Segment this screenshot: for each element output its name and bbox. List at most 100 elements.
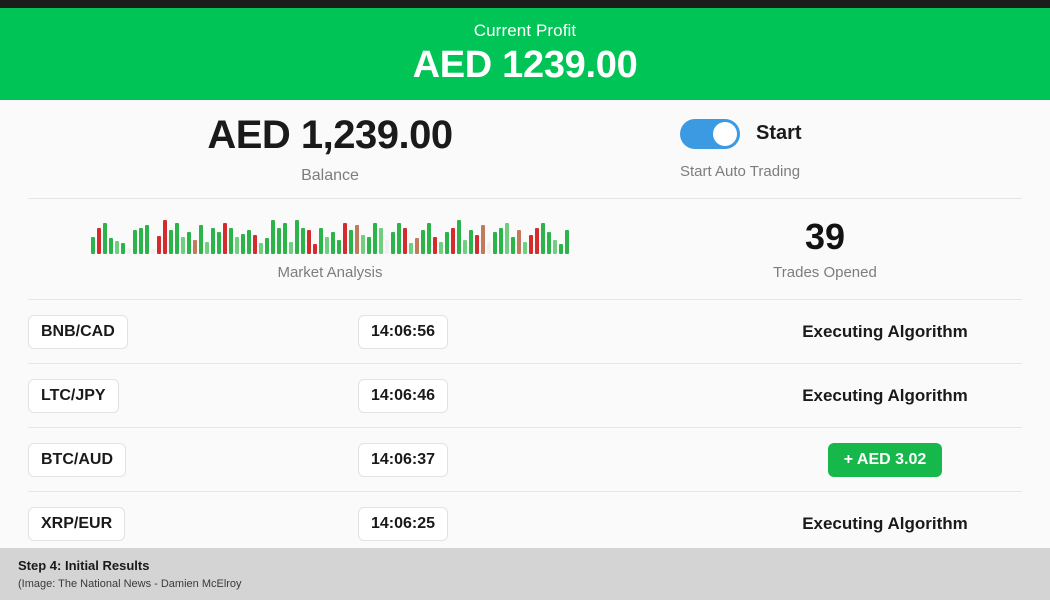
market-bar — [337, 239, 341, 254]
top-black-bar — [0, 0, 1050, 8]
auto-trading-subtitle: Start Auto Trading — [680, 162, 801, 180]
table-row[interactable]: BTC/AUD 14:06:37 + AED 3.02 — [0, 428, 1050, 491]
market-bar — [559, 243, 563, 254]
market-bar — [313, 243, 317, 254]
market-bar — [271, 219, 275, 254]
table-row[interactable]: XRP/EUR 14:06:25 Executing Algorithm — [0, 492, 1050, 555]
current-profit-amount: AED 1239.00 — [412, 44, 638, 87]
market-bar — [301, 227, 305, 254]
market-bar — [517, 229, 521, 254]
market-bar — [229, 227, 233, 254]
trade-time-cell: 14:06:56 — [358, 314, 748, 349]
trade-time-cell: 14:06:25 — [358, 506, 748, 541]
auto-trading-block: Start Start Auto Trading — [660, 100, 1050, 198]
balance-amount: AED 1,239.00 — [207, 113, 453, 157]
app-body: AED 1,239.00 Balance Start Start Auto Tr… — [0, 100, 1050, 548]
divider — [28, 491, 1022, 492]
market-bar — [265, 237, 269, 254]
market-bar — [277, 227, 281, 254]
trade-pair-cell: XRP/EUR — [28, 506, 358, 541]
market-bar — [133, 229, 137, 254]
market-bar — [403, 227, 407, 254]
trade-pair-chip[interactable]: XRP/EUR — [28, 506, 126, 541]
market-bar — [541, 222, 545, 254]
market-bar — [319, 227, 323, 254]
market-bar — [91, 236, 95, 254]
market-bar — [421, 229, 425, 254]
status-label: Executing Algorithm — [802, 513, 968, 533]
trade-time-cell: 14:06:37 — [358, 442, 748, 477]
market-bar — [385, 239, 389, 254]
trade-pair-chip[interactable]: BNB/CAD — [28, 314, 128, 349]
status-label: Executing Algorithm — [802, 321, 968, 341]
market-bar — [115, 240, 119, 254]
market-bar — [259, 242, 263, 254]
market-bar — [445, 231, 449, 254]
divider — [28, 363, 1022, 364]
market-bar — [151, 248, 155, 254]
table-row[interactable]: BNB/CAD 14:06:56 Executing Algorithm — [0, 300, 1050, 363]
stats-section: Market Analysis 39 Trades Opened — [0, 199, 1050, 299]
trade-pair-chip[interactable]: BTC/AUD — [28, 442, 126, 477]
market-bar — [199, 224, 203, 254]
market-bar — [367, 236, 371, 254]
market-bar — [211, 227, 215, 254]
market-bar — [247, 229, 251, 254]
trade-time-chip: 14:06:56 — [358, 314, 449, 349]
trade-pair-cell: LTC/JPY — [28, 378, 358, 413]
market-bar — [469, 229, 473, 254]
market-bar — [127, 247, 131, 254]
divider — [28, 299, 1022, 300]
market-bar — [295, 219, 299, 254]
market-bar — [175, 222, 179, 254]
divider — [28, 198, 1022, 199]
market-bar — [391, 231, 395, 254]
market-bar — [355, 224, 359, 254]
market-bar — [223, 222, 227, 254]
balance-block: AED 1,239.00 Balance — [0, 100, 660, 198]
table-row[interactable]: LTC/JPY 14:06:46 Executing Algorithm — [0, 364, 1050, 427]
trades-opened-block: 39 Trades Opened — [660, 199, 1050, 299]
market-bar — [487, 241, 491, 254]
caption-title: Step 4: Initial Results — [18, 558, 150, 573]
market-bar — [235, 236, 239, 254]
market-bar — [139, 227, 143, 254]
trade-status-cell: Executing Algorithm — [748, 322, 1022, 342]
auto-trading-toggle[interactable] — [680, 118, 740, 149]
market-bar — [547, 231, 551, 254]
caption-bar: Step 4: Initial Results (Image: The Nati… — [0, 548, 1050, 600]
profit-badge: + AED 3.02 — [827, 442, 943, 477]
market-bar — [187, 231, 191, 254]
market-bar — [505, 222, 509, 254]
current-profit-header: Current Profit AED 1239.00 — [0, 8, 1050, 100]
market-bar — [463, 239, 467, 254]
market-bar — [511, 236, 515, 254]
market-bar — [181, 236, 185, 254]
market-bar — [565, 229, 569, 254]
market-bar — [169, 229, 173, 254]
market-bar — [493, 231, 497, 254]
market-bar — [253, 234, 257, 254]
trades-opened-count: 39 — [804, 215, 846, 257]
trade-pair-cell: BNB/CAD — [28, 314, 358, 349]
market-bar — [331, 231, 335, 254]
market-bar — [217, 231, 221, 254]
market-bar — [325, 236, 329, 254]
market-bar — [481, 224, 485, 254]
market-bar — [343, 222, 347, 254]
market-analysis-sparkline — [91, 218, 569, 254]
summary-section: AED 1,239.00 Balance Start Start Auto Tr… — [0, 100, 1050, 198]
market-bar — [397, 222, 401, 254]
market-bar — [121, 242, 125, 254]
market-bar — [499, 227, 503, 254]
market-bar — [193, 239, 197, 254]
market-bar — [289, 241, 293, 254]
trade-status-cell: + AED 3.02 — [748, 442, 1022, 477]
trade-pair-chip[interactable]: LTC/JPY — [28, 378, 119, 413]
trade-list: BNB/CAD 14:06:56 Executing Algorithm LTC/JP… — [0, 300, 1050, 555]
market-bar — [163, 219, 167, 254]
market-bar — [457, 219, 461, 254]
market-bar — [97, 227, 101, 254]
market-bar — [157, 235, 161, 254]
